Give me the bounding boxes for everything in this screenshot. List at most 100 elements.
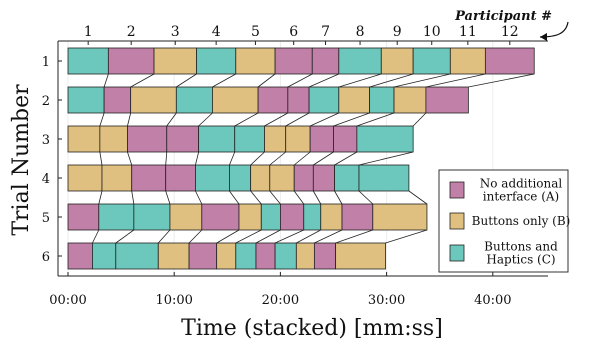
bar-segment — [356, 125, 414, 153]
bar-segment — [127, 125, 168, 153]
bar-segment — [67, 164, 103, 192]
bar-segment — [257, 86, 289, 114]
connector-line — [127, 112, 132, 127]
bar-segment — [107, 47, 155, 75]
connector-line — [229, 190, 240, 205]
bar-segment — [130, 86, 177, 114]
connector-line — [274, 229, 304, 244]
bar-segment — [260, 203, 281, 231]
bar-segment — [188, 242, 218, 270]
bar-segment — [238, 203, 262, 231]
legend-swatch — [449, 181, 465, 199]
connector-line — [165, 151, 168, 166]
bar-segment — [285, 125, 311, 153]
legend-label: Buttons only (B) — [472, 214, 571, 228]
connector-line — [412, 112, 427, 127]
bar-segment — [293, 164, 314, 192]
bar-segment — [169, 203, 203, 231]
connector-line — [165, 190, 171, 205]
x-tick-label: 30:00 — [368, 293, 405, 308]
bar-segment — [133, 203, 171, 231]
bar-segment — [269, 164, 295, 192]
y-tick-label: 2 — [42, 94, 50, 109]
connector-line — [257, 73, 276, 88]
bar-segment — [235, 242, 257, 270]
y-tick-label: 1 — [42, 55, 50, 70]
connector-line — [356, 112, 395, 127]
bar-segment — [279, 203, 305, 231]
participant-title: Participant # — [454, 9, 552, 24]
y-tick-label: 6 — [42, 250, 50, 265]
participant-labels: 1 2 3 4 5 6 7 8 9 10 11 12 — [84, 24, 519, 40]
connector-line — [127, 151, 133, 166]
connector-line — [296, 229, 321, 244]
bar-segment — [303, 203, 322, 231]
connector-line — [333, 112, 370, 127]
bar-segment — [372, 203, 428, 231]
connector-line — [216, 229, 240, 244]
bar-segment — [67, 47, 109, 75]
bar-segment — [99, 125, 128, 153]
connector-line — [285, 112, 310, 127]
participant-label: 2 — [127, 24, 136, 40]
y-tick-label: 3 — [42, 133, 50, 148]
bar-segment — [308, 86, 340, 114]
connector-line — [369, 73, 414, 88]
bar-segment — [264, 125, 287, 153]
connector-line — [338, 73, 382, 88]
x-axis-title: Time (stacked) [mm:ss] — [181, 316, 443, 341]
bar-segment — [341, 203, 374, 231]
bar-segment — [234, 125, 265, 153]
connector-line — [309, 112, 339, 127]
bar-segment — [393, 86, 427, 114]
bar-segment — [153, 47, 197, 75]
connector-line — [157, 229, 171, 244]
bar-segment — [195, 164, 230, 192]
y-tick-label: 4 — [42, 172, 50, 187]
connector-line — [468, 73, 535, 88]
bar-segment — [175, 86, 213, 114]
bar-segment — [212, 86, 259, 114]
bar-segments — [67, 47, 535, 270]
bar-segment — [295, 242, 315, 270]
bar-segment — [103, 86, 132, 114]
bar-segment — [229, 164, 252, 192]
connector-line — [250, 151, 265, 166]
connector-line — [131, 190, 135, 205]
connector-line — [393, 73, 451, 88]
participant-label: 3 — [171, 24, 180, 40]
connector-line — [408, 190, 428, 205]
bar-segment — [369, 86, 395, 114]
connector-line — [92, 229, 100, 244]
connector-line — [269, 190, 281, 205]
participant-label: 12 — [501, 24, 519, 40]
legend-swatch — [449, 212, 465, 230]
bar-segment — [425, 86, 469, 114]
bar-segment — [92, 242, 117, 270]
participant-label: 5 — [251, 24, 260, 40]
bar-segment — [198, 125, 236, 153]
x-tick-label: 10:00 — [155, 293, 192, 308]
connector-line — [287, 73, 313, 88]
participant-label: 7 — [321, 24, 330, 40]
connector-line — [334, 151, 358, 166]
participant-label: 4 — [212, 24, 221, 40]
legend-label: Haptics (C) — [486, 253, 555, 267]
legend-label: No additional — [480, 177, 563, 191]
bar-segment — [313, 242, 337, 270]
bar-segment — [380, 47, 414, 75]
connector-line — [198, 112, 213, 127]
connector-line — [130, 73, 155, 88]
connector-line — [314, 229, 343, 244]
connector-line — [358, 190, 374, 205]
connector-line — [98, 190, 103, 205]
connector-line — [99, 112, 105, 127]
bar-segment — [165, 164, 196, 192]
bar-segment — [358, 164, 410, 192]
connector-line — [269, 151, 286, 166]
tick-labels: 00:00 10:00 20:00 30:00 40:00 1 2 3 4 5 6 — [42, 55, 512, 308]
x-tick-label: 40:00 — [474, 293, 511, 308]
bar-segment — [449, 47, 486, 75]
participant-label: 1 — [84, 24, 93, 40]
connector-line — [293, 151, 311, 166]
